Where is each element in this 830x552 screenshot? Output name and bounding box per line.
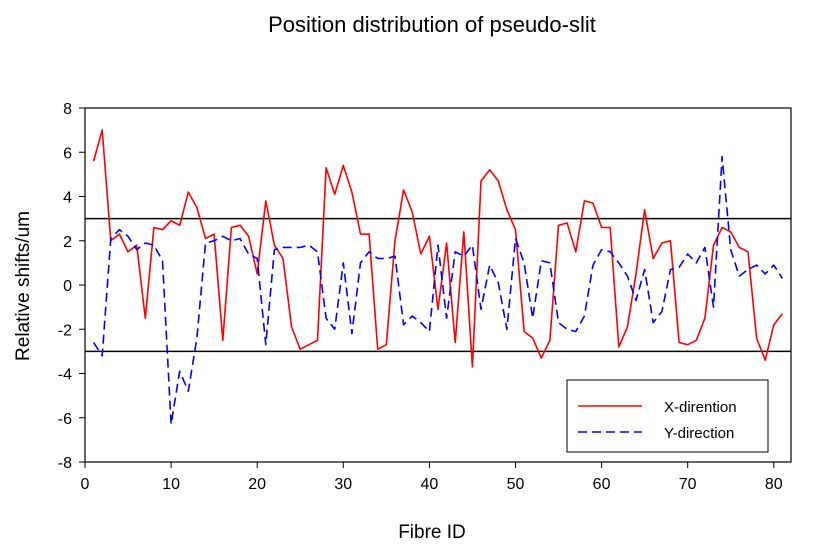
y-tick-label: 6 (63, 145, 72, 162)
y-tick-label: -2 (58, 322, 72, 339)
x-tick-label: 80 (765, 476, 783, 493)
x-tick-label: 0 (81, 476, 90, 493)
y-tick-label: 2 (63, 234, 72, 251)
y-tick-label: 0 (63, 278, 72, 295)
chart-title: Position distribution of pseudo-slit (268, 12, 596, 37)
x-tick-label: 10 (162, 476, 180, 493)
axis-ticks: 0 10 20 30 40 50 60 70 80 -8 -6 -4 -2 0 2 4 6 8 (58, 101, 783, 493)
y-tick-label: -4 (58, 367, 72, 384)
y-tick-label: 4 (63, 190, 72, 207)
x-tick-label: 50 (507, 476, 525, 493)
y-tick-label: -8 (58, 455, 72, 472)
x-tick-label: 20 (248, 476, 266, 493)
series-line-y-direction (92, 155, 784, 426)
legend-label-x: X-dirention (664, 399, 737, 416)
x-tick-label: 30 (334, 476, 352, 493)
x-axis-label: Fibre ID (398, 522, 466, 543)
series-line-x-direction (92, 129, 784, 368)
y-axis-label: Relative shifts/um (13, 211, 34, 361)
reference-lines (85, 217, 791, 353)
y-tick-label: 8 (63, 101, 72, 118)
x-tick-label: 60 (593, 476, 611, 493)
series-lines (92, 129, 784, 426)
y-tick-label: -6 (58, 411, 72, 428)
x-tick-label: 40 (420, 476, 438, 493)
legend: X-dirention Y-direction (566, 379, 769, 453)
x-tick-label: 70 (679, 476, 697, 493)
legend-label-y: Y-direction (664, 425, 734, 442)
legend-box (566, 379, 769, 453)
